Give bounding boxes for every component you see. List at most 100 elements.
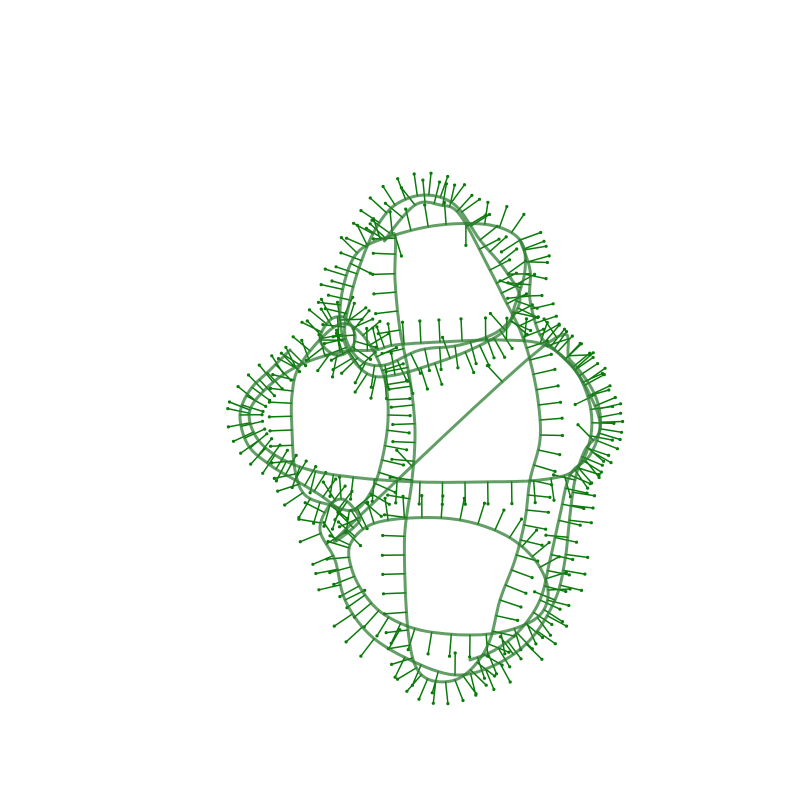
normal-vector [459,497,466,521]
normal-vector-tip [461,698,465,703]
normal-vector [454,679,464,702]
normal-vector [525,509,550,514]
normal-vector-tip [371,317,375,321]
normal-vector [331,354,338,378]
normal-vector-tip [554,314,558,318]
normal-vector-tip [552,498,556,502]
normal-vector-tip [578,523,582,527]
normal-vector [377,329,401,335]
normal-vector-tip [337,525,342,529]
normal-vector-tip [406,648,410,652]
normal-vector-tip [484,213,488,217]
normal-vector [507,282,531,286]
normal-vector [494,509,505,531]
normal-vector-tip [388,475,392,479]
normal-vector-tip [322,524,326,528]
normal-vector [510,213,525,234]
normal-vector-tip [589,521,593,525]
normal-vector-tip [316,369,320,373]
normal-vector-tip [472,370,476,375]
normal-vector-tip [384,370,388,374]
normal-vector-tip [603,366,607,370]
normal-vector [537,449,561,456]
normal-vector-tip [408,397,412,401]
normal-vector [539,417,563,421]
normal-vector [478,238,500,250]
normal-vector [438,346,442,371]
normal-vector-tip [314,571,318,576]
normal-vector-tip [375,325,379,329]
normal-vector-tip [336,520,341,524]
normal-vector [440,495,444,519]
normal-vector [418,481,421,505]
normal-vector-tip [470,193,474,197]
normal-vector-tip [314,465,318,469]
normal-vector-tip [582,506,586,511]
normal-vector-tip [550,622,554,627]
normal-vector-tip [545,260,550,265]
normal-vector-tip [257,363,261,367]
normal-vector-tip [331,335,335,339]
normal-vector-tip [506,296,510,300]
normal-vector-tip [272,394,276,398]
normal-vector [354,372,368,393]
normal-vector [386,429,410,434]
normal-vector [384,202,404,219]
curve-left-outer [238,348,342,512]
normal-vector-tip [503,652,507,656]
normal-vector-tip [558,607,562,611]
normal-vector-tip [441,335,445,339]
normal-vector-tip [468,655,472,659]
normal-vector [418,678,429,700]
normal-vector [333,575,356,586]
normal-vector [322,481,337,502]
normal-vector-tip [268,429,272,433]
normal-vector [318,584,342,591]
normal-vector-tip [368,357,373,361]
normal-vector-tip [621,419,625,424]
normal-vector [539,323,560,336]
normal-vector-tip [544,527,548,531]
normal-vector [396,359,408,382]
normal-vector [434,362,443,386]
normal-vector [591,422,615,425]
normal-vector [273,473,297,480]
normal-vector-tip [390,457,394,461]
normal-vector-tip [462,496,466,500]
normal-vector-tip [335,300,340,304]
normal-vector [550,477,555,502]
normal-vector [360,637,375,657]
normal-vector [532,368,556,376]
normal-vector-tip [542,239,546,243]
normal-vector-tip [410,683,414,687]
normal-vector [569,474,591,485]
normal-vector [477,502,486,525]
normal-vector [369,332,390,346]
normal-vector [372,327,379,351]
normal-vector-tip [398,628,402,632]
normal-vector-tip [533,590,537,594]
normal-vector [498,205,508,229]
normal-vector-tip [447,654,452,658]
normal-vector [370,375,377,399]
normal-vector-tip [613,395,617,400]
normal-vector-tip [283,503,287,507]
normal-vector [312,554,334,566]
normal-vector-tip [505,316,509,320]
normal-vector [317,301,342,306]
normal-vector-tip [393,675,397,679]
normal-vector [301,339,311,362]
curve-small-top [318,315,357,357]
normal-vector [374,482,396,494]
normal-vector-tip [483,316,488,320]
normal-vector-tip [369,385,373,389]
normal-vector-tip [597,475,601,480]
normal-vector-tip [308,491,312,495]
normal-vector-tip [227,400,232,404]
normal-vector [536,616,552,636]
normal-vector [340,252,363,262]
normal-vector-tip [548,495,552,499]
normal-vector [369,197,388,214]
normal-vector-tip [365,326,369,331]
normal-vector [356,508,368,530]
